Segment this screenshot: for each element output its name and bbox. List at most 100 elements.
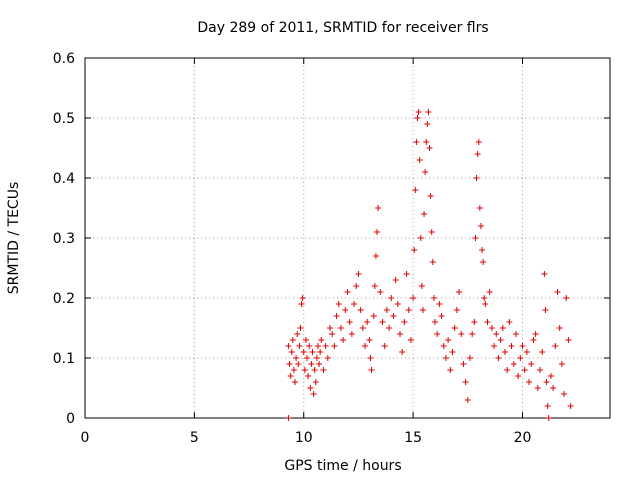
data-point	[422, 169, 429, 175]
data-point	[307, 385, 314, 391]
data-point	[504, 367, 511, 373]
data-point	[405, 307, 412, 313]
y-tick-label: 0.6	[53, 51, 75, 67]
data-point	[436, 301, 443, 307]
data-point	[318, 337, 325, 343]
data-point	[311, 367, 318, 373]
x-tick-label: 5	[190, 430, 199, 446]
data-point	[430, 295, 437, 301]
data-point	[418, 283, 425, 289]
data-point	[355, 271, 362, 277]
x-tick-label: 10	[295, 430, 313, 446]
data-point	[438, 313, 445, 319]
data-point	[552, 343, 559, 349]
data-point	[342, 307, 349, 313]
data-point	[426, 145, 433, 151]
x-axis-label: GPS time / hours	[284, 458, 401, 474]
data-point	[414, 115, 421, 121]
data-point	[481, 295, 488, 301]
data-point	[299, 295, 306, 301]
data-point	[532, 331, 539, 337]
data-point	[285, 415, 292, 421]
data-point	[285, 343, 292, 349]
data-point	[372, 253, 379, 259]
data-point	[359, 325, 366, 331]
data-point	[410, 295, 417, 301]
data-point	[333, 313, 340, 319]
data-point	[305, 373, 312, 379]
data-point	[547, 373, 554, 379]
data-point	[543, 379, 550, 385]
data-point	[473, 175, 480, 181]
data-point	[401, 319, 408, 325]
data-point	[415, 109, 422, 115]
data-points	[285, 109, 574, 421]
data-point	[528, 361, 535, 367]
data-point	[565, 337, 572, 343]
data-point	[488, 325, 495, 331]
data-point	[474, 151, 481, 157]
data-point	[374, 229, 381, 235]
data-point	[317, 349, 324, 355]
data-point	[329, 331, 336, 337]
data-point	[346, 319, 353, 325]
y-tick-label: 0.4	[53, 171, 75, 187]
data-point	[351, 301, 358, 307]
data-point	[331, 343, 338, 349]
data-point	[337, 325, 344, 331]
data-point	[554, 289, 561, 295]
data-point	[449, 349, 456, 355]
data-point	[508, 343, 515, 349]
data-point	[464, 397, 471, 403]
data-point	[423, 139, 430, 145]
data-point	[510, 361, 517, 367]
data-point	[495, 355, 502, 361]
data-point	[491, 343, 498, 349]
data-point	[497, 337, 504, 343]
axis-ticks: 0 0.1 0.2 0.3 0.4 0.5 0.6 0 5 10 15 20	[53, 51, 610, 446]
data-point	[413, 139, 420, 145]
data-point	[486, 289, 493, 295]
data-point	[563, 295, 570, 301]
data-point	[370, 313, 377, 319]
data-point	[289, 337, 296, 343]
data-point	[394, 301, 401, 307]
data-point	[295, 361, 302, 367]
data-point	[471, 319, 478, 325]
data-point	[558, 361, 565, 367]
data-point	[453, 307, 460, 313]
data-point	[310, 391, 317, 397]
data-point	[292, 379, 298, 385]
data-point	[530, 337, 537, 343]
data-point	[561, 391, 568, 397]
data-point	[314, 343, 321, 349]
data-point	[427, 193, 434, 199]
data-point	[550, 385, 557, 391]
data-point	[348, 331, 355, 337]
data-point	[377, 289, 384, 295]
data-point	[298, 301, 305, 307]
data-point	[526, 379, 533, 385]
data-point	[421, 211, 428, 217]
data-point	[335, 301, 342, 307]
data-point	[327, 325, 333, 331]
data-point	[447, 367, 454, 373]
data-point	[534, 385, 541, 391]
data-point	[480, 259, 487, 265]
data-point	[388, 295, 395, 301]
data-point	[322, 343, 329, 349]
data-point	[521, 367, 528, 373]
data-point	[432, 319, 438, 325]
data-point	[419, 307, 426, 313]
data-point	[407, 337, 414, 343]
data-point	[512, 331, 519, 337]
data-point	[367, 355, 374, 361]
data-point	[467, 355, 473, 361]
data-point	[313, 355, 320, 361]
data-point	[344, 289, 351, 295]
data-point	[482, 301, 489, 307]
data-point	[297, 325, 304, 331]
data-point	[306, 343, 313, 349]
data-point	[434, 331, 441, 337]
